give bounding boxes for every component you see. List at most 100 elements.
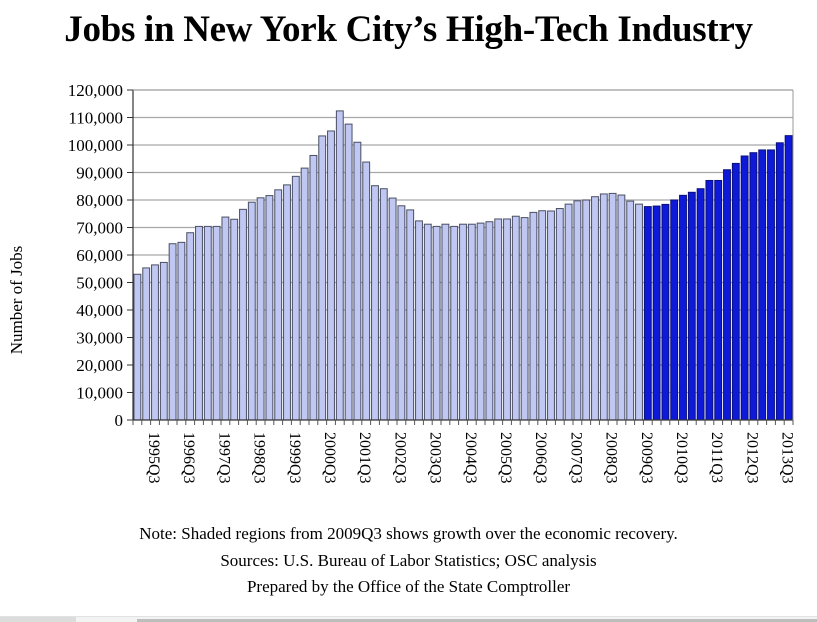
bar-2013Q2: [775, 142, 784, 421]
bar-2006Q4: [547, 210, 555, 421]
bar-2002Q2: [388, 197, 397, 421]
bar-2011Q1: [696, 188, 705, 421]
bar-2001Q1: [344, 123, 353, 421]
bar-2008Q2: [599, 193, 608, 421]
y-tick-label: 30,000: [76, 329, 123, 348]
x-tick-label: 1998Q3: [251, 432, 268, 484]
bar-1999Q2: [283, 184, 291, 421]
bar-1996Q1: [168, 243, 177, 421]
bar-2009Q3: [643, 206, 652, 421]
x-tick-label: 2002Q3: [391, 432, 408, 484]
bar-2001Q2: [353, 141, 362, 421]
bar-2002Q4: [406, 209, 415, 421]
bar-1995Q3: [151, 264, 159, 421]
y-tick-label: 70,000: [76, 219, 123, 238]
bar-1996Q2: [177, 241, 186, 421]
bar-1995Q1: [133, 273, 142, 421]
bar-2011Q4: [723, 169, 731, 421]
chart-credit: Prepared by the Office of the State Comp…: [246, 577, 571, 596]
x-tick-label: 2009Q3: [638, 432, 655, 484]
bar-2009Q4: [652, 205, 661, 421]
bar-2008Q1: [591, 196, 599, 421]
x-tick-label: 2003Q3: [427, 432, 444, 484]
bar-1995Q4: [159, 261, 168, 421]
bar-2012Q4: [758, 149, 767, 421]
bar-1997Q4: [230, 218, 239, 421]
bar-2010Q4: [687, 191, 696, 421]
bar-2004Q4: [476, 222, 485, 421]
chart-title: Jobs in New York City’s High-Tech Indust…: [64, 9, 753, 50]
y-tick-label: 110,000: [68, 109, 123, 128]
x-tick-label: 2006Q3: [532, 432, 549, 484]
bar-2000Q1: [309, 154, 318, 421]
x-tick-label: 2001Q3: [356, 432, 373, 484]
chart-note: Note: Shaded regions from 2009Q3 shows g…: [139, 524, 678, 543]
x-tick-label: 2011Q3: [708, 432, 725, 483]
bar-1999Q3: [291, 175, 300, 421]
bar-1999Q1: [274, 189, 283, 421]
bar-1999Q4: [300, 167, 309, 421]
bar-1998Q3: [256, 197, 265, 421]
y-tick-label: 100,000: [68, 136, 123, 155]
sheet-tab[interactable]: [0, 617, 76, 622]
bar-2012Q1: [731, 162, 740, 421]
bar-2007Q3: [573, 200, 582, 421]
bar-2004Q2: [459, 223, 467, 421]
bar-2010Q3: [679, 194, 687, 421]
bar-2002Q1: [379, 188, 388, 421]
bar-2013Q1: [767, 149, 775, 421]
bar-2004Q3: [467, 223, 476, 421]
x-tick-label: 2013Q3: [779, 432, 796, 484]
bar-2004Q1: [450, 225, 459, 421]
x-tick-label: 2010Q3: [673, 432, 690, 484]
bar-1996Q3: [186, 232, 195, 421]
bar-1996Q4: [195, 225, 203, 421]
bar-2010Q2: [670, 199, 679, 421]
bar-2005Q3: [503, 218, 511, 421]
x-tick-label: 2012Q3: [743, 432, 760, 484]
bar-2003Q1: [415, 220, 423, 421]
horizontal-scrollbar[interactable]: [0, 616, 817, 622]
x-tick-label: 2004Q3: [462, 432, 479, 484]
bar-2006Q2: [529, 211, 538, 421]
bar-1997Q2: [212, 225, 221, 421]
y-axis-ticks: 0 10,000 20,000 30,000 40,000 50,000 60,000 70,…: [68, 81, 133, 430]
bar-2011Q2: [705, 179, 714, 421]
bar-2005Q1: [485, 221, 494, 421]
bar-2007Q1: [555, 208, 564, 421]
y-axis-label: Number of Jobs: [7, 246, 26, 355]
y-tick-label: 120,000: [68, 81, 123, 100]
bar-chart: 0 10,000 20,000 30,000 40,000 50,000 60,000 70,…: [7, 81, 796, 484]
y-tick-label: 50,000: [76, 274, 123, 293]
x-tick-label: 1997Q3: [215, 432, 232, 484]
y-tick-label: 80,000: [76, 191, 123, 210]
y-tick-label: 60,000: [76, 246, 123, 265]
bar-2008Q3: [608, 192, 617, 421]
y-tick-label: 20,000: [76, 356, 123, 375]
bar-1997Q1: [203, 225, 212, 421]
bar-2000Q4: [335, 110, 344, 421]
bar-2003Q4: [441, 223, 450, 421]
x-tick-label: 1996Q3: [180, 432, 197, 484]
bar-1995Q2: [142, 267, 151, 421]
y-tick-label: 40,000: [76, 301, 123, 320]
bar-1998Q4: [265, 195, 274, 421]
bar-2000Q2: [318, 135, 327, 421]
bar-2009Q1: [626, 200, 635, 421]
bar-2008Q4: [617, 194, 626, 421]
x-tick-label: 2000Q3: [321, 432, 338, 484]
bar-2007Q2: [564, 203, 573, 421]
bar-2010Q1: [661, 203, 670, 421]
bar-1998Q2: [247, 201, 256, 421]
bar-2003Q3: [432, 225, 441, 421]
bar-2007Q4: [582, 199, 591, 421]
x-tick-label: 1999Q3: [286, 432, 303, 484]
x-tick-label: 2008Q3: [603, 432, 620, 484]
x-tick-label: 1995Q3: [145, 432, 162, 484]
bar-1997Q3: [221, 216, 230, 421]
bar-2001Q4: [371, 185, 379, 421]
bar-2005Q2: [494, 218, 503, 421]
bars: [133, 110, 793, 421]
bar-2005Q4: [511, 215, 520, 421]
bar-1998Q1: [239, 208, 247, 421]
